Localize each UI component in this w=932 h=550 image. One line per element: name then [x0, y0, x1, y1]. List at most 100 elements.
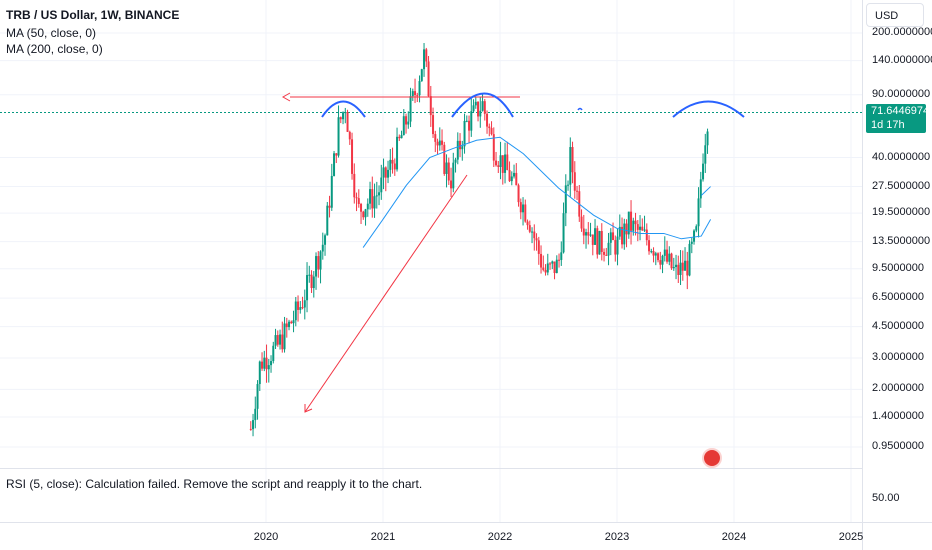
candle-up [616, 236, 619, 255]
price-axis-label: 40.0000000 [872, 150, 931, 163]
price-series [249, 43, 709, 437]
candle-up [693, 230, 696, 242]
candle-up [400, 135, 403, 139]
candle-down [630, 211, 633, 231]
candle-down [614, 240, 617, 255]
candle-down [492, 134, 495, 161]
candle-down [519, 202, 522, 213]
candle-up [312, 276, 315, 289]
candle-up [598, 231, 601, 255]
candle-down [353, 173, 356, 198]
price-axis-label: 3.0000000 [872, 351, 924, 363]
candle-down [434, 134, 437, 142]
candle-down [443, 144, 446, 174]
candle-up [627, 211, 630, 235]
last-price-badge: 71.6446974 1d 17h [866, 104, 929, 134]
candle-up [270, 361, 273, 366]
price-axis-label: 9.5000000 [872, 261, 924, 274]
candle-down [591, 234, 594, 245]
candle-up [560, 252, 563, 260]
candle-up [654, 253, 657, 256]
candle-up [663, 249, 666, 256]
price-axis-label: 6.5000000 [872, 291, 924, 304]
ma200-legend[interactable]: MA (200, close, 0) [6, 42, 103, 56]
arc-head [451, 92, 514, 118]
candle-up [445, 162, 448, 174]
candle-up [409, 96, 412, 122]
time-axis-label: 2025 [838, 531, 864, 543]
candle-up [479, 110, 482, 117]
candle-up [609, 232, 612, 243]
candle-up [337, 117, 340, 156]
candle-up [456, 140, 459, 160]
candle-up [254, 408, 257, 421]
candle-up [308, 274, 311, 276]
currency-button[interactable]: USD [866, 3, 924, 27]
price-axis-label: 13.5000000 [872, 234, 931, 247]
candle-down [285, 323, 288, 328]
candle-up [607, 242, 610, 256]
candle-up [472, 105, 475, 112]
candle-up [315, 256, 318, 277]
ma50-legend[interactable]: MA (50, close, 0) [6, 26, 97, 40]
candle-down [657, 253, 660, 261]
candle-down [384, 167, 387, 178]
candle-down [459, 140, 462, 150]
candle-down [348, 131, 351, 140]
candle-down [483, 101, 486, 114]
candle-down [636, 224, 639, 230]
candle-down [544, 269, 547, 273]
candle-down [310, 274, 313, 289]
candle-up [650, 251, 653, 253]
candle-down [488, 126, 491, 129]
candle-up [668, 253, 671, 262]
candle-up [418, 81, 421, 96]
candle-up [546, 263, 549, 273]
drawings-layer [281, 92, 745, 413]
candle-down [517, 185, 520, 203]
candle-up [438, 140, 441, 146]
price-axis-label: 2.0000000 [872, 382, 924, 395]
candle-down [652, 251, 655, 256]
candle-down [580, 216, 583, 229]
candle-down [450, 180, 453, 189]
candle-down [429, 96, 432, 116]
symbol-title[interactable]: TRB / US Dollar, 1W, BINANCE [6, 8, 180, 22]
candle-up [274, 335, 277, 346]
candle-up [499, 155, 502, 167]
rsi-axis-tick: 50.00 [872, 492, 900, 504]
candle-up [292, 320, 295, 324]
candle-down [328, 205, 331, 208]
candle-up [481, 101, 484, 111]
candle-up [373, 196, 376, 209]
candle-up [562, 213, 565, 253]
arc-right-shoulder [672, 100, 745, 118]
candle-down [526, 221, 529, 226]
bar-countdown: 1d 17h [871, 119, 905, 132]
candle-up [272, 345, 275, 362]
candle-down [508, 170, 511, 182]
candle-down [670, 253, 673, 269]
time-axis-label: 2023 [604, 531, 630, 543]
candle-down [634, 220, 637, 225]
candle-down [391, 159, 394, 164]
candle-up [564, 185, 567, 214]
candle-up [423, 49, 426, 70]
candle-up [378, 192, 381, 196]
price-axis-label: 1.4000000 [872, 409, 924, 422]
candle-down [447, 162, 450, 181]
candle-up [420, 69, 423, 82]
candle-up [324, 235, 327, 245]
candle-down [600, 231, 603, 252]
candle-up [623, 223, 626, 245]
candle-down [297, 301, 300, 310]
candle-up [594, 228, 597, 245]
candle-down [621, 226, 624, 245]
candle-up [697, 198, 700, 227]
candle-up [411, 91, 414, 97]
candle-up [252, 420, 255, 430]
candle-up [695, 226, 698, 231]
flag-icon[interactable] [702, 448, 722, 468]
candle-down [351, 139, 354, 174]
